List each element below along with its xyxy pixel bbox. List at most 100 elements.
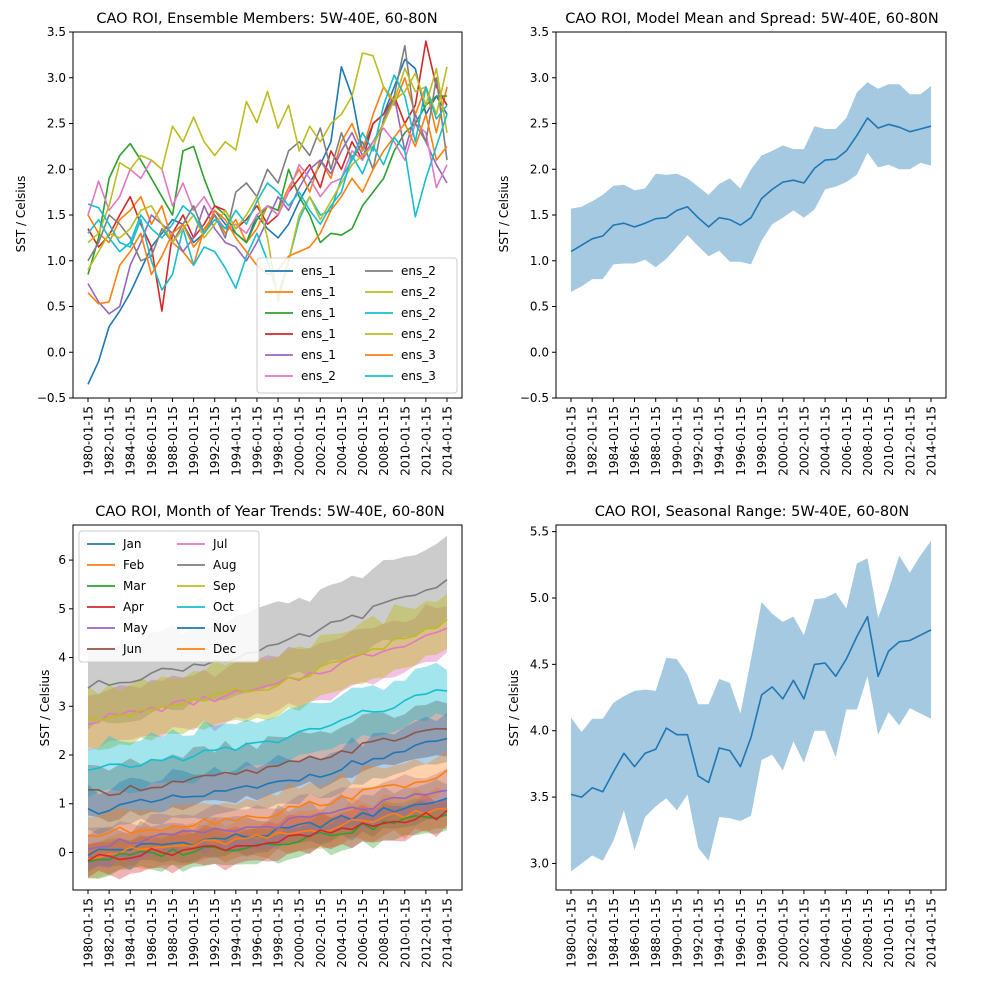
x-tick-label: 2006-01-15 bbox=[840, 406, 854, 476]
x-tick-label: 1994-01-15 bbox=[713, 898, 727, 968]
spread-band-oct bbox=[88, 662, 447, 798]
series-line-ens_3 bbox=[87, 114, 448, 253]
x-tick-label: 2004-01-15 bbox=[335, 898, 349, 968]
series-line-apr bbox=[87, 809, 448, 862]
x-tick-label: 2002-01-15 bbox=[797, 898, 811, 968]
y-axis-label: SST / Celsius bbox=[507, 670, 521, 747]
y-tick-label: 3 bbox=[58, 699, 66, 713]
panel-ensemble-members: CAO ROI, Ensemble Members: 5W-40E, 60-80… bbox=[14, 11, 463, 476]
y-tick-label: 3.0 bbox=[47, 71, 66, 85]
x-tick-label: 1980-01-15 bbox=[82, 898, 96, 968]
series-line-aug bbox=[87, 579, 448, 689]
chart-title: CAO ROI, Model Mean and Spread: 5W-40E, … bbox=[565, 11, 939, 27]
plot-area bbox=[570, 540, 932, 872]
y-axis-label: SST / Celsius bbox=[38, 670, 52, 747]
x-tick-label: 2014-01-15 bbox=[925, 406, 939, 476]
x-tick-label: 2014-01-15 bbox=[441, 898, 455, 968]
x-tick-label: 1986-01-15 bbox=[145, 406, 159, 476]
y-tick-label: 4.5 bbox=[530, 657, 549, 671]
x-tick-label: 1988-01-15 bbox=[649, 406, 663, 476]
legend-label: Jun bbox=[122, 642, 142, 656]
x-tick-label: 2002-01-15 bbox=[797, 406, 811, 476]
legend: Jan Feb Mar Apr May Jun Jul Aug Sep Oct Nov Dec bbox=[78, 530, 260, 663]
panel-seasonal-range: CAO ROI, Seasonal Range: 5W-40E, 60-80N … bbox=[507, 504, 947, 968]
series-line-sep bbox=[87, 618, 448, 722]
x-tick-label: 2010-01-15 bbox=[398, 898, 412, 968]
y-tick-label: 1.0 bbox=[530, 254, 549, 268]
y-tick-label: 1.5 bbox=[530, 208, 549, 222]
x-tick-label: 1996-01-15 bbox=[250, 406, 264, 476]
x-tick-label: 2000-01-15 bbox=[293, 406, 307, 476]
legend-label: ens_2 bbox=[401, 285, 436, 299]
legend: ens_1 ens_1 ens_1 ens_1 ens_1 ens_2 ens_2 ens_2… bbox=[256, 257, 458, 394]
legend-label: ens_1 bbox=[301, 348, 336, 362]
series-line-jul bbox=[87, 627, 448, 725]
x-tick-label: 1990-01-15 bbox=[187, 898, 201, 968]
x-tick-label: 2010-01-15 bbox=[882, 406, 896, 476]
x-tick-label: 2006-01-15 bbox=[356, 406, 370, 476]
x-tick-label: 1994-01-15 bbox=[229, 898, 243, 968]
legend-box bbox=[78, 530, 260, 663]
spread-band-jul bbox=[88, 604, 447, 751]
x-tick-label: 2000-01-15 bbox=[776, 406, 790, 476]
x-tick-label: 2008-01-15 bbox=[861, 406, 875, 476]
spread-band-model bbox=[571, 82, 931, 292]
x-tick-label: 2004-01-15 bbox=[335, 406, 349, 476]
series-line-dec bbox=[87, 769, 448, 838]
series-line-ens_2 bbox=[87, 52, 448, 244]
y-tick-label: 2.0 bbox=[47, 162, 66, 176]
legend-label: ens_2 bbox=[301, 369, 336, 383]
series-line-ens_2 bbox=[87, 122, 448, 235]
y-tick-label: −0.5 bbox=[520, 391, 549, 405]
y-tick-label: 3.0 bbox=[530, 856, 549, 870]
x-tick-label: 2004-01-15 bbox=[819, 898, 833, 968]
x-tick-label: 2008-01-15 bbox=[377, 406, 391, 476]
x-tick-label: 2006-01-15 bbox=[356, 898, 370, 968]
spread-band-nov bbox=[88, 712, 447, 835]
y-axis-label: SST / Celsius bbox=[14, 176, 28, 253]
series-line-feb bbox=[87, 808, 448, 860]
chart-title: CAO ROI, Ensemble Members: 5W-40E, 60-80… bbox=[96, 11, 437, 27]
y-tick-label: 3.5 bbox=[530, 790, 549, 804]
x-tick-label: 2012-01-15 bbox=[419, 406, 433, 476]
x-tick-label: 1984-01-15 bbox=[607, 406, 621, 476]
y-tick-label: 2.5 bbox=[530, 117, 549, 131]
y-tick-label: 3.5 bbox=[47, 25, 66, 39]
axes-frame bbox=[72, 524, 463, 891]
y-tick-label: 5.0 bbox=[530, 591, 549, 605]
y-tick-label: 2.0 bbox=[530, 162, 549, 176]
x-tick-label: 1980-01-15 bbox=[82, 406, 96, 476]
x-tick-label: 1992-01-15 bbox=[208, 406, 222, 476]
x-tick-label: 2012-01-15 bbox=[419, 898, 433, 968]
y-tick-label: 0.5 bbox=[47, 300, 66, 314]
legend-label: ens_2 bbox=[401, 306, 436, 320]
x-tick-label: 1996-01-15 bbox=[734, 406, 748, 476]
legend-label: Dec bbox=[213, 642, 236, 656]
series-line-jun bbox=[88, 727, 448, 797]
x-tick-label: 1980-01-15 bbox=[565, 898, 579, 968]
legend-box bbox=[256, 257, 458, 394]
y-tick-label: 0.0 bbox=[530, 345, 549, 359]
x-tick-label: 1998-01-15 bbox=[272, 898, 286, 968]
chart-title: CAO ROI, Month of Year Trends: 5W-40E, 6… bbox=[95, 504, 445, 520]
legend-label: ens_1 bbox=[301, 285, 336, 299]
legend-label: Oct bbox=[213, 600, 234, 614]
series-line-may bbox=[87, 789, 448, 850]
x-tick-label: 1988-01-15 bbox=[166, 406, 180, 476]
legend-label: Apr bbox=[123, 600, 144, 614]
y-tick-label: −0.5 bbox=[37, 391, 66, 405]
series-line-jan bbox=[87, 797, 448, 856]
legend-label: ens_1 bbox=[301, 327, 336, 341]
x-tick-label: 1984-01-15 bbox=[124, 406, 138, 476]
legend-label: ens_3 bbox=[401, 369, 436, 383]
spread-band-aug bbox=[88, 535, 447, 730]
x-tick-label: 2014-01-15 bbox=[441, 406, 455, 476]
x-tick-label: 1996-01-15 bbox=[250, 898, 264, 968]
x-tick-label: 1994-01-15 bbox=[713, 406, 727, 476]
x-tick-label: 1998-01-15 bbox=[272, 406, 286, 476]
legend-label: May bbox=[123, 621, 148, 635]
y-axis-label: SST / Celsius bbox=[497, 176, 511, 253]
x-tick-label: 1984-01-15 bbox=[124, 898, 138, 968]
series-line-ens_1 bbox=[87, 40, 448, 312]
